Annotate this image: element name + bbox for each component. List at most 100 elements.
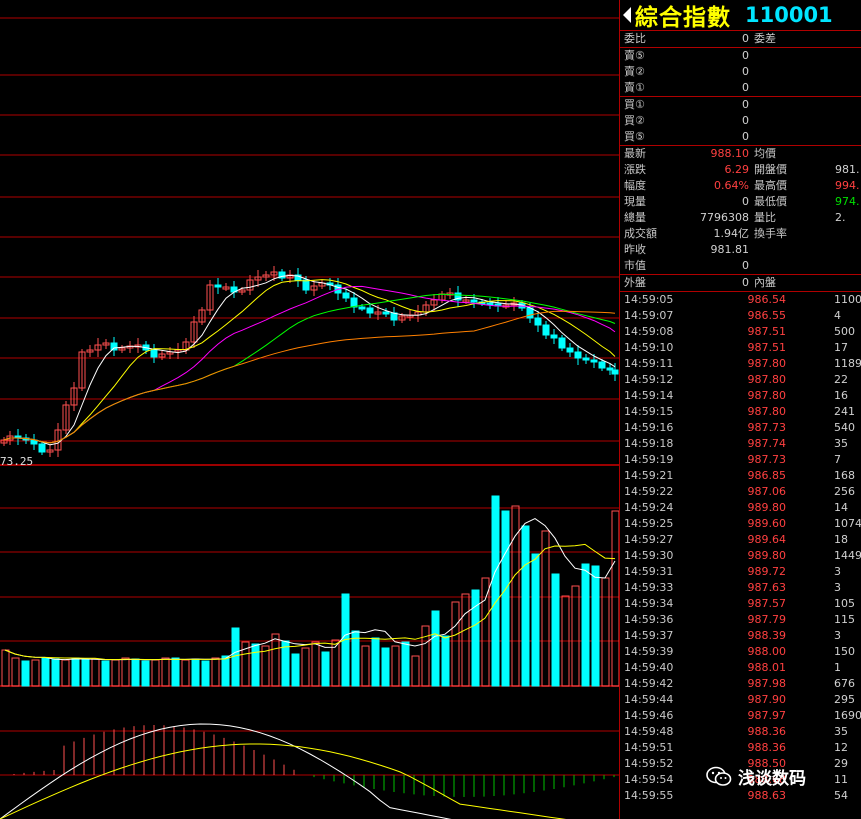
volume-bar — [71, 657, 80, 687]
ask-row: 賣② 0 — [620, 64, 861, 80]
tick-row: 14:59:55 988.63 54 — [620, 788, 861, 804]
tick-row: 14:59:46 987.97 1690 — [620, 708, 861, 724]
volume-bar — [511, 505, 520, 687]
tick-volume: 11 — [834, 773, 848, 786]
candle-body — [310, 285, 318, 291]
candle-body — [78, 351, 86, 389]
candle-body — [246, 279, 254, 291]
ask-label: 賣⑤ — [624, 49, 645, 62]
tick-time: 14:59:34 — [624, 597, 674, 610]
stats-section: 最新 988.10 均價 漲跌 6.29 開盤價 981. 幅度 0.64% 最高價 994. 現量 0… — [620, 146, 861, 275]
tick-time: 14:59:19 — [624, 453, 674, 466]
stat-row: 最新 988.10 均價 — [620, 146, 861, 162]
candle-body — [534, 317, 542, 326]
volume-bar — [251, 643, 260, 687]
candle-body — [150, 349, 158, 358]
tick-row: 14:59:31 989.72 3 — [620, 564, 861, 580]
tick-volume: 3 — [834, 565, 841, 578]
tick-price: 988.00 — [747, 645, 787, 658]
bid-label: 買⑤ — [624, 130, 645, 143]
candlestick-chart[interactable] — [0, 0, 619, 819]
tick-row: 14:59:14 987.80 16 — [620, 388, 861, 404]
volume-bar — [131, 658, 140, 687]
tick-row: 14:59:07 986.55 4 — [620, 308, 861, 324]
tick-volume: 3 — [834, 581, 841, 594]
tick-time: 14:59:10 — [624, 341, 674, 354]
tick-price: 988.36 — [747, 725, 787, 738]
tick-price: 989.64 — [747, 533, 787, 546]
bid-value: 0 — [742, 130, 749, 143]
tick-row: 14:59:11 987.80 1189 — [620, 356, 861, 372]
tick-volume: 35 — [834, 725, 848, 738]
tick-volume: 7 — [834, 453, 841, 466]
tick-row: 14:59:40 988.01 1 — [620, 660, 861, 676]
tick-row: 14:59:25 989.60 1074 — [620, 516, 861, 532]
tick-volume: 1690 — [834, 709, 861, 722]
candle-body — [278, 271, 286, 279]
tick-row: 14:59:21 986.85 168 — [620, 468, 861, 484]
back-arrow-icon[interactable] — [623, 7, 631, 23]
tick-volume: 105 — [834, 597, 855, 610]
stat-value: 7796308 — [700, 211, 749, 224]
tick-list[interactable]: 14:59:05 986.54 1100 14:59:07 986.55 4 14:59:0… — [620, 292, 861, 804]
stat-label: 現量 — [624, 195, 646, 208]
tick-price: 988.01 — [747, 661, 787, 674]
candle-body — [526, 307, 534, 319]
candle-body — [118, 347, 126, 351]
tick-price: 988.68 — [747, 773, 787, 786]
tick-time: 14:59:11 — [624, 357, 674, 370]
candle-body — [254, 276, 262, 281]
candle-body — [38, 443, 46, 453]
tick-price: 989.80 — [747, 549, 787, 562]
stat-label-2: 最高價 — [754, 179, 787, 192]
candle-body — [350, 297, 358, 308]
volume-bar — [601, 577, 610, 687]
volume-bar — [371, 637, 380, 687]
tick-price: 986.85 — [747, 469, 787, 482]
order-ratio-value: 0 — [742, 32, 749, 45]
tick-price: 988.63 — [747, 789, 787, 802]
tick-price: 989.60 — [747, 517, 787, 530]
volume-bar — [41, 657, 50, 687]
volume-bar — [351, 630, 360, 687]
volume-bar — [451, 601, 460, 687]
tick-volume: 256 — [834, 485, 855, 498]
tick-row: 14:59:44 987.90 295 — [620, 692, 861, 708]
stat-label: 幅度 — [624, 179, 646, 192]
volume-bar — [21, 660, 30, 687]
volume-bar — [61, 659, 70, 687]
stat-value: 0 — [742, 195, 749, 208]
candle-body — [270, 271, 278, 276]
ma20-line — [3, 285, 616, 444]
tick-row: 14:59:05 986.54 1100 — [620, 292, 861, 308]
tick-price: 987.80 — [747, 357, 787, 370]
candle-body — [86, 349, 94, 353]
tick-row: 14:59:54 988.68 11 — [620, 772, 861, 788]
tick-time: 14:59:22 — [624, 485, 674, 498]
candle-body — [582, 357, 590, 361]
stat-label: 成交額 — [624, 227, 657, 240]
tick-row: 14:59:19 987.73 7 — [620, 452, 861, 468]
tick-time: 14:59:14 — [624, 389, 674, 402]
candle-body — [566, 347, 574, 353]
tick-volume: 500 — [834, 325, 855, 338]
tick-row: 14:59:22 987.06 256 — [620, 484, 861, 500]
tick-price: 987.06 — [747, 485, 787, 498]
candle-body — [46, 449, 54, 453]
tick-time: 14:59:42 — [624, 677, 674, 690]
tick-price: 988.36 — [747, 741, 787, 754]
tick-price: 987.51 — [747, 325, 787, 338]
volume-bar — [531, 553, 540, 687]
candle-body — [238, 289, 246, 293]
candle-body — [190, 321, 198, 343]
tick-price: 989.80 — [747, 501, 787, 514]
watermark-text: 浅谈数码 — [738, 769, 806, 789]
tick-price: 987.90 — [747, 693, 787, 706]
order-diff-label: 委差 — [754, 32, 776, 45]
candle-body — [342, 292, 350, 299]
volume-bar — [501, 510, 510, 687]
tick-row: 14:59:37 988.39 3 — [620, 628, 861, 644]
tick-volume: 295 — [834, 693, 855, 706]
macd-dif-line — [0, 723, 452, 819]
tick-row: 14:59:51 988.36 12 — [620, 740, 861, 756]
